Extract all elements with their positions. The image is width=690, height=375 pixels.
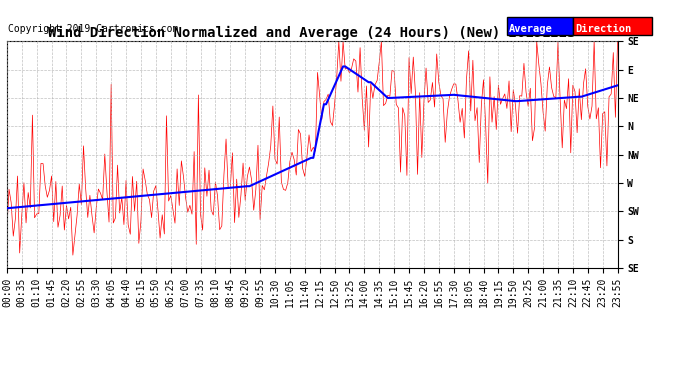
Text: Average: Average bbox=[509, 24, 553, 33]
Text: Direction: Direction bbox=[575, 24, 631, 33]
Text: Copyright 2019 Cartronics.com: Copyright 2019 Cartronics.com bbox=[8, 24, 179, 34]
Title: Wind Direction Normalized and Average (24 Hours) (New) 20191223: Wind Direction Normalized and Average (2… bbox=[48, 26, 576, 40]
